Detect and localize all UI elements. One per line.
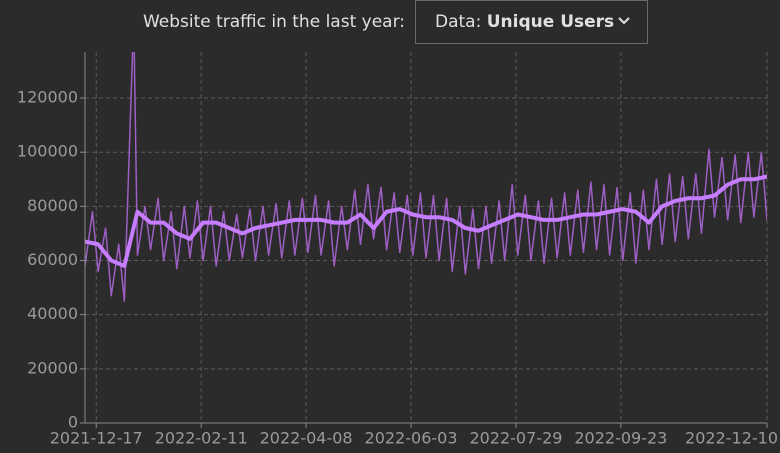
dropdown-value[interactable]: Unique Users	[487, 12, 614, 32]
x-tick-label: 2022-12-10	[685, 429, 778, 448]
dropdown-box[interactable]	[415, 0, 648, 44]
x-tick-label: 2022-07-29	[469, 429, 562, 448]
y-tick-label: 20000	[27, 358, 78, 377]
dropdown[interactable]: Data: Unique Users	[415, 0, 648, 44]
dropdown-prefix[interactable]: Data:	[435, 12, 481, 32]
x-tick-label: 2022-04-08	[260, 429, 353, 448]
data-line	[85, 174, 767, 268]
data-line	[85, 52, 767, 302]
y-tick-label: 80000	[27, 196, 78, 215]
x-tick-label: 2022-06-03	[365, 429, 458, 448]
x-tick-label: 2022-09-23	[574, 429, 667, 448]
dropdown-text[interactable]: Data: Unique Users	[435, 12, 614, 32]
dropdown-chevron[interactable]	[618, 17, 630, 25]
x-tick-label: 2022-02-11	[155, 429, 248, 448]
control-label: Website traffic in the last year:	[143, 12, 405, 32]
y-tick-label: 0	[68, 413, 78, 432]
plot-area	[85, 52, 767, 302]
y-tick-label: 120000	[17, 88, 78, 107]
y-tick-label: 60000	[27, 250, 78, 269]
y-tick-label: 40000	[27, 304, 78, 323]
x-tick-label: 2021-12-17	[50, 429, 143, 448]
y-tick-label: 100000	[17, 142, 78, 161]
